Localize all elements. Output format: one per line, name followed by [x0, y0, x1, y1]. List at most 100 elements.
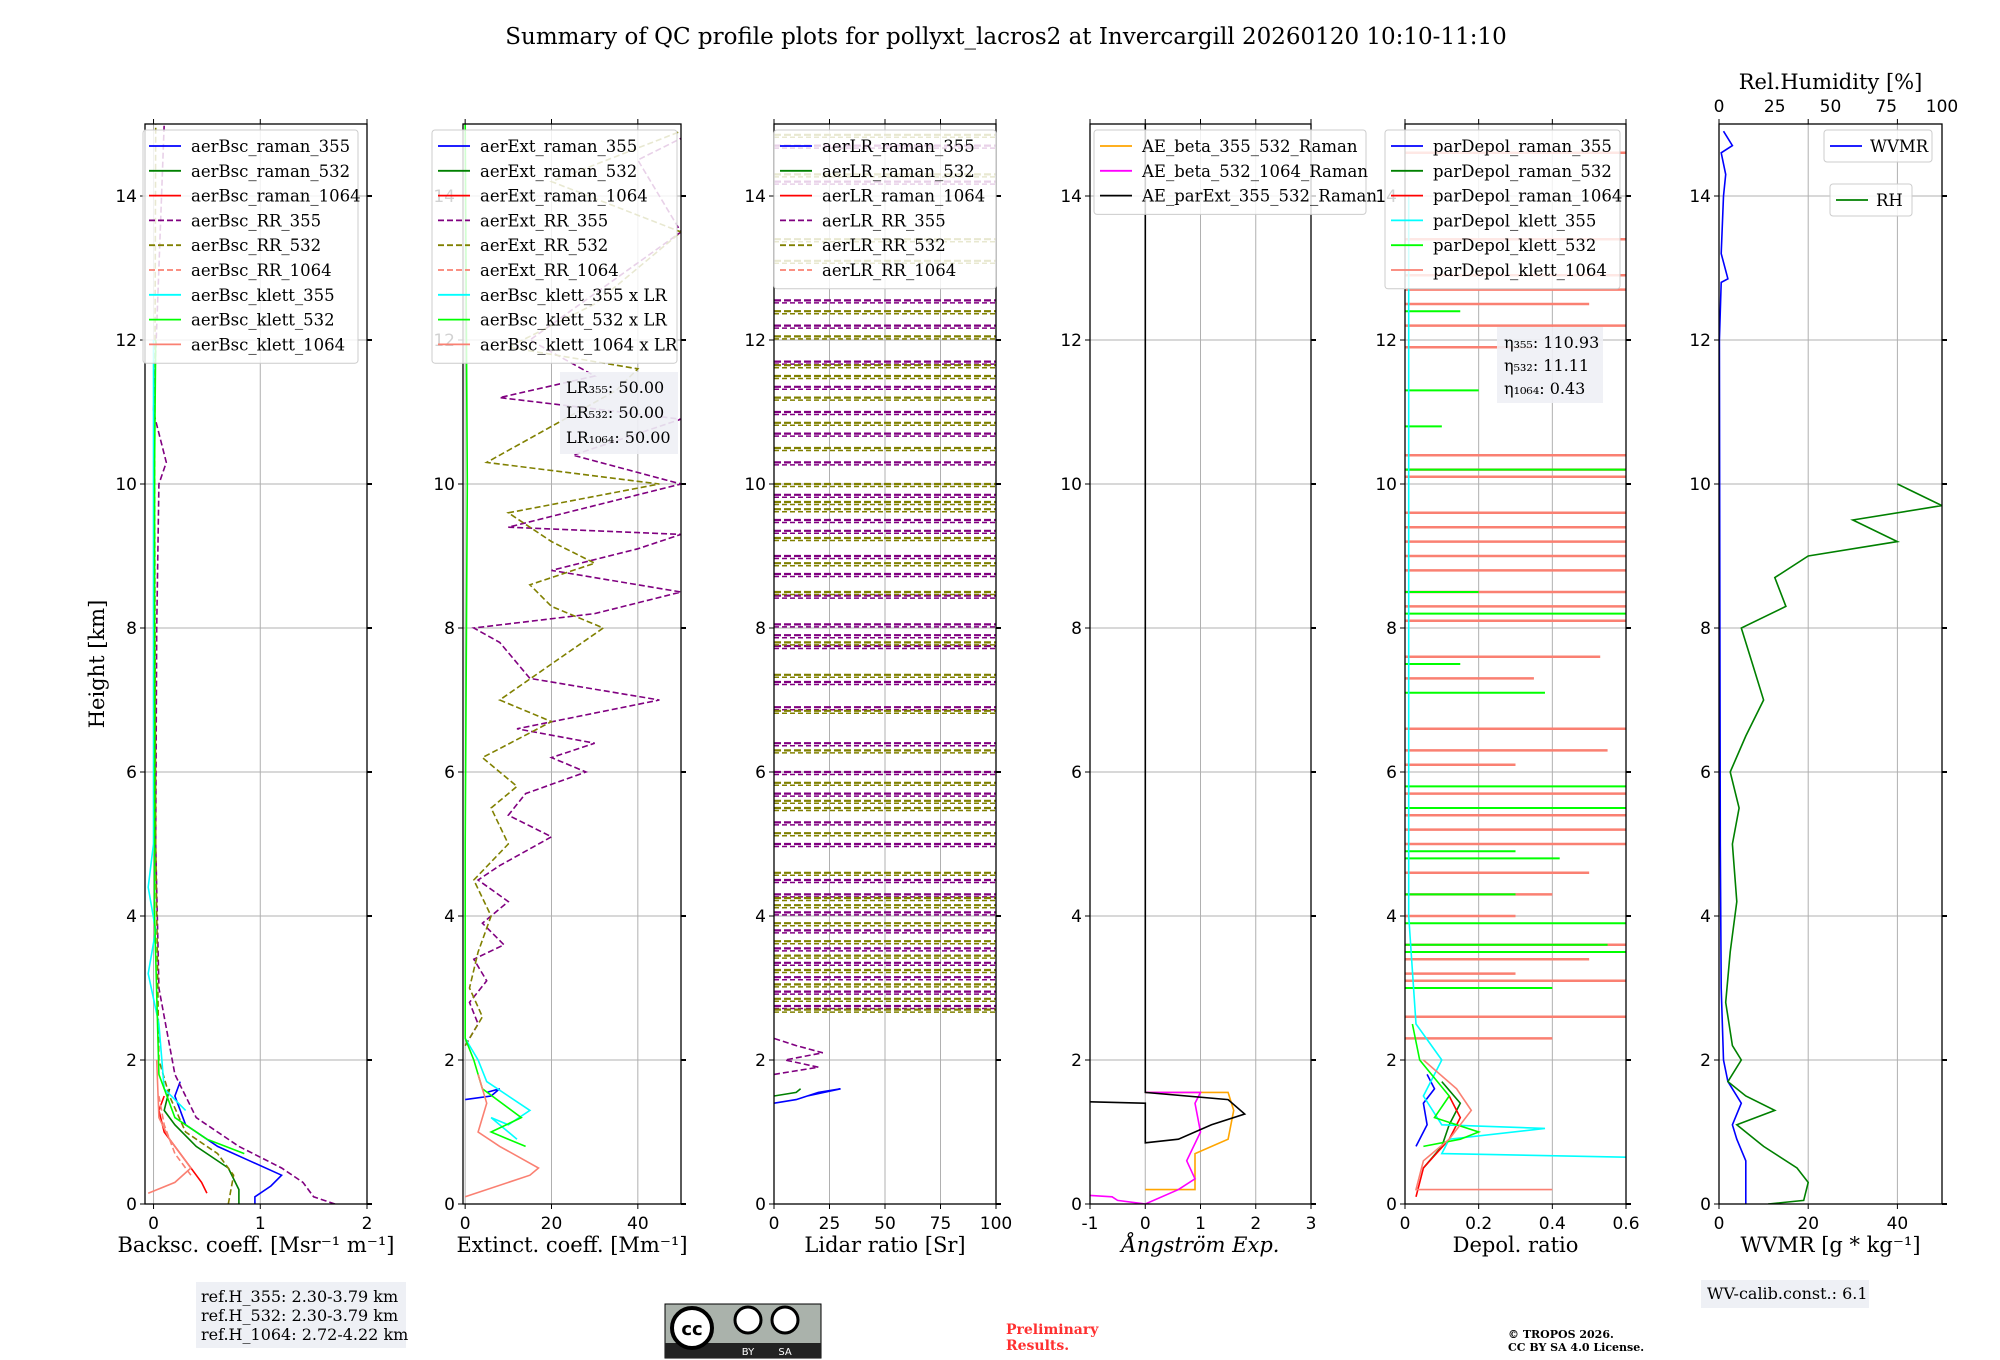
y-tick-label: 12: [1375, 331, 1397, 351]
x-tick-label: 0: [148, 1214, 159, 1234]
legend-label: aerBsc_raman_532: [191, 162, 350, 181]
figure-title: Summary of QC profile plots for pollyxt_…: [505, 24, 1506, 50]
legend-label: aerExt_raman_355: [480, 137, 637, 156]
eta-annotation-line: η₅₃₂: 11.11: [1504, 356, 1589, 375]
by-label: BY: [742, 1347, 755, 1358]
y-tick-label: 0: [444, 1195, 455, 1215]
panel-3: 0 2 4 6 8 10 12 14 0 25 50 75 100 Lidar ratio [Sr] aer…: [744, 119, 1012, 1257]
x-tick-label: 0: [1140, 1214, 1151, 1234]
legend-label: AE_parExt_355_532_Raman: [1141, 187, 1377, 206]
legend-label: AE_beta_532_1064_Raman: [1141, 162, 1368, 181]
x-tick-label: 1: [1195, 1214, 1206, 1234]
series-line-WVMR: [1719, 130, 1747, 1204]
x-tick-label: 75: [930, 1214, 952, 1234]
x-tick-label: 100: [980, 1214, 1012, 1234]
x-tick-label: 20: [1797, 1214, 1819, 1234]
panel-2: 0246810121402040Extinct. coeff. [Mm⁻¹]ae…: [431, 119, 688, 1257]
x-tick-label: 3: [1306, 1214, 1317, 1234]
y-tick-label: 12: [1689, 331, 1711, 351]
legend-label: aerBsc_klett_1064: [191, 335, 345, 354]
series-line-aerBsc-raman-532: [163, 1088, 240, 1204]
y-tick-label: 2: [444, 1051, 455, 1071]
legend-label: aerLR_RR_532: [822, 236, 946, 255]
y-tick-label: 10: [1689, 475, 1711, 495]
y-tick-label: 12: [744, 331, 766, 351]
series-line-aerBsc-klett-532: [153, 339, 245, 1155]
axes-frame: [1404, 123, 1627, 1205]
y-tick-label: 10: [1060, 475, 1082, 495]
top-tick-label: 50: [1820, 97, 1842, 117]
sa-label: SA: [778, 1347, 792, 1358]
cc-by-sa-logo: cc BY SA: [664, 1303, 822, 1359]
y-tick-label: 6: [1700, 763, 1711, 783]
top-tick-label: 75: [1875, 97, 1897, 117]
legend-label: parDepol_klett_1064: [1433, 261, 1607, 280]
series-line-aerBsc-klett-355: [147, 340, 187, 1111]
legend-label: aerBsc_raman_1064: [191, 187, 361, 206]
legend-label: aerExt_raman_1064: [480, 187, 648, 206]
x-tick-label: 0: [1400, 1214, 1411, 1234]
legend-label: aerBsc_RR_355: [191, 211, 321, 230]
plot-area: [1719, 130, 1942, 1204]
series-line-aerLR-raman-355: [774, 1088, 841, 1104]
y-tick-label: 6: [1386, 763, 1397, 783]
lr-annotation-line: LR₅₃₂: 50.00: [566, 403, 664, 422]
y-tick-label: 2: [1071, 1051, 1082, 1071]
x-tick-label: 0: [460, 1214, 471, 1234]
x-tick-label: -1: [1082, 1214, 1099, 1234]
y-tick-label: 14: [744, 187, 766, 207]
legend-label: aerLR_RR_355: [822, 211, 946, 230]
plot-area: [1405, 151, 1626, 1197]
refH-532: ref.H_532: 2.30-3.79 km: [201, 1306, 398, 1325]
series-line-aerBsc-klett-355-x-LR: [464, 1037, 532, 1140]
series-line-parDepol-klett-1064: [1414, 1059, 1553, 1191]
y-tick-label: 6: [1071, 763, 1082, 783]
x-axis-label: Lidar ratio [Sr]: [804, 1233, 965, 1257]
series-line-aerBsc-RR-355: [152, 124, 336, 1204]
y-tick-label: 4: [1386, 907, 1397, 927]
legend-label: WVMR: [1870, 137, 1929, 156]
y-axis-label: Height [km]: [85, 600, 109, 729]
wv-calib-text: WV-calib.const.: 6.1: [1707, 1284, 1868, 1303]
legend-label: aerExt_RR_355: [480, 211, 608, 230]
series-line-RH: [1724, 483, 1942, 1204]
series-line-AE-beta-355-532-Raman: [1145, 1091, 1235, 1191]
sa-icon: [770, 1305, 800, 1335]
legend-label: aerExt_RR_1064: [480, 261, 619, 280]
y-tick-label: 4: [126, 907, 137, 927]
y-tick-label: 12: [115, 331, 137, 351]
refH-1064: ref.H_1064: 2.72-4.22 km: [201, 1325, 408, 1344]
y-tick-label: 14: [115, 187, 137, 207]
lidar-ratio-annotation: LR₃₅₅: 50.00 LR₅₃₂: 50.00 LR₁₀₆₄: 50.00: [560, 372, 678, 454]
cc-logo-text: cc: [681, 1319, 702, 1340]
wv-calib-annotation: WV-calib.const.: 6.1: [1701, 1280, 1869, 1308]
legend-label: aerLR_RR_1064: [822, 261, 956, 280]
plot-area: [774, 133, 996, 1104]
legend-label: RH: [1876, 191, 1903, 210]
legend: aerLR_raman_355 aerLR_raman_532 aerLR_rama…: [773, 129, 997, 290]
y-tick-label: 2: [126, 1051, 137, 1071]
y-tick-label: 0: [1071, 1195, 1082, 1215]
top-tick-label: 25: [1764, 97, 1786, 117]
y-tick-label: 2: [755, 1051, 766, 1071]
axes-frame: [1718, 123, 1943, 1205]
axes-frame: [144, 123, 368, 1205]
top-tick-label: 0: [1714, 97, 1725, 117]
y-tick-label: 10: [115, 475, 137, 495]
legend-label: aerBsc_raman_355: [191, 137, 350, 156]
lr-annotation-line: LR₃₅₅: 50.00: [566, 378, 664, 397]
x-tick-label: 2: [1250, 1214, 1261, 1234]
series-line-aerBsc-klett-1064: [147, 1059, 192, 1194]
legend-label: parDepol_raman_532: [1433, 162, 1612, 181]
x-tick-label: 40: [627, 1214, 649, 1234]
y-tick-label: 4: [755, 907, 766, 927]
y-tick-label: 8: [1700, 619, 1711, 639]
refH-355: ref.H_355: 2.30-3.79 km: [201, 1287, 398, 1306]
y-tick-label: 4: [1071, 907, 1082, 927]
legend: AE_beta_355_532_Raman AE_beta_532_1064_Ra…: [1093, 129, 1377, 215]
y-tick-label: 8: [755, 619, 766, 639]
